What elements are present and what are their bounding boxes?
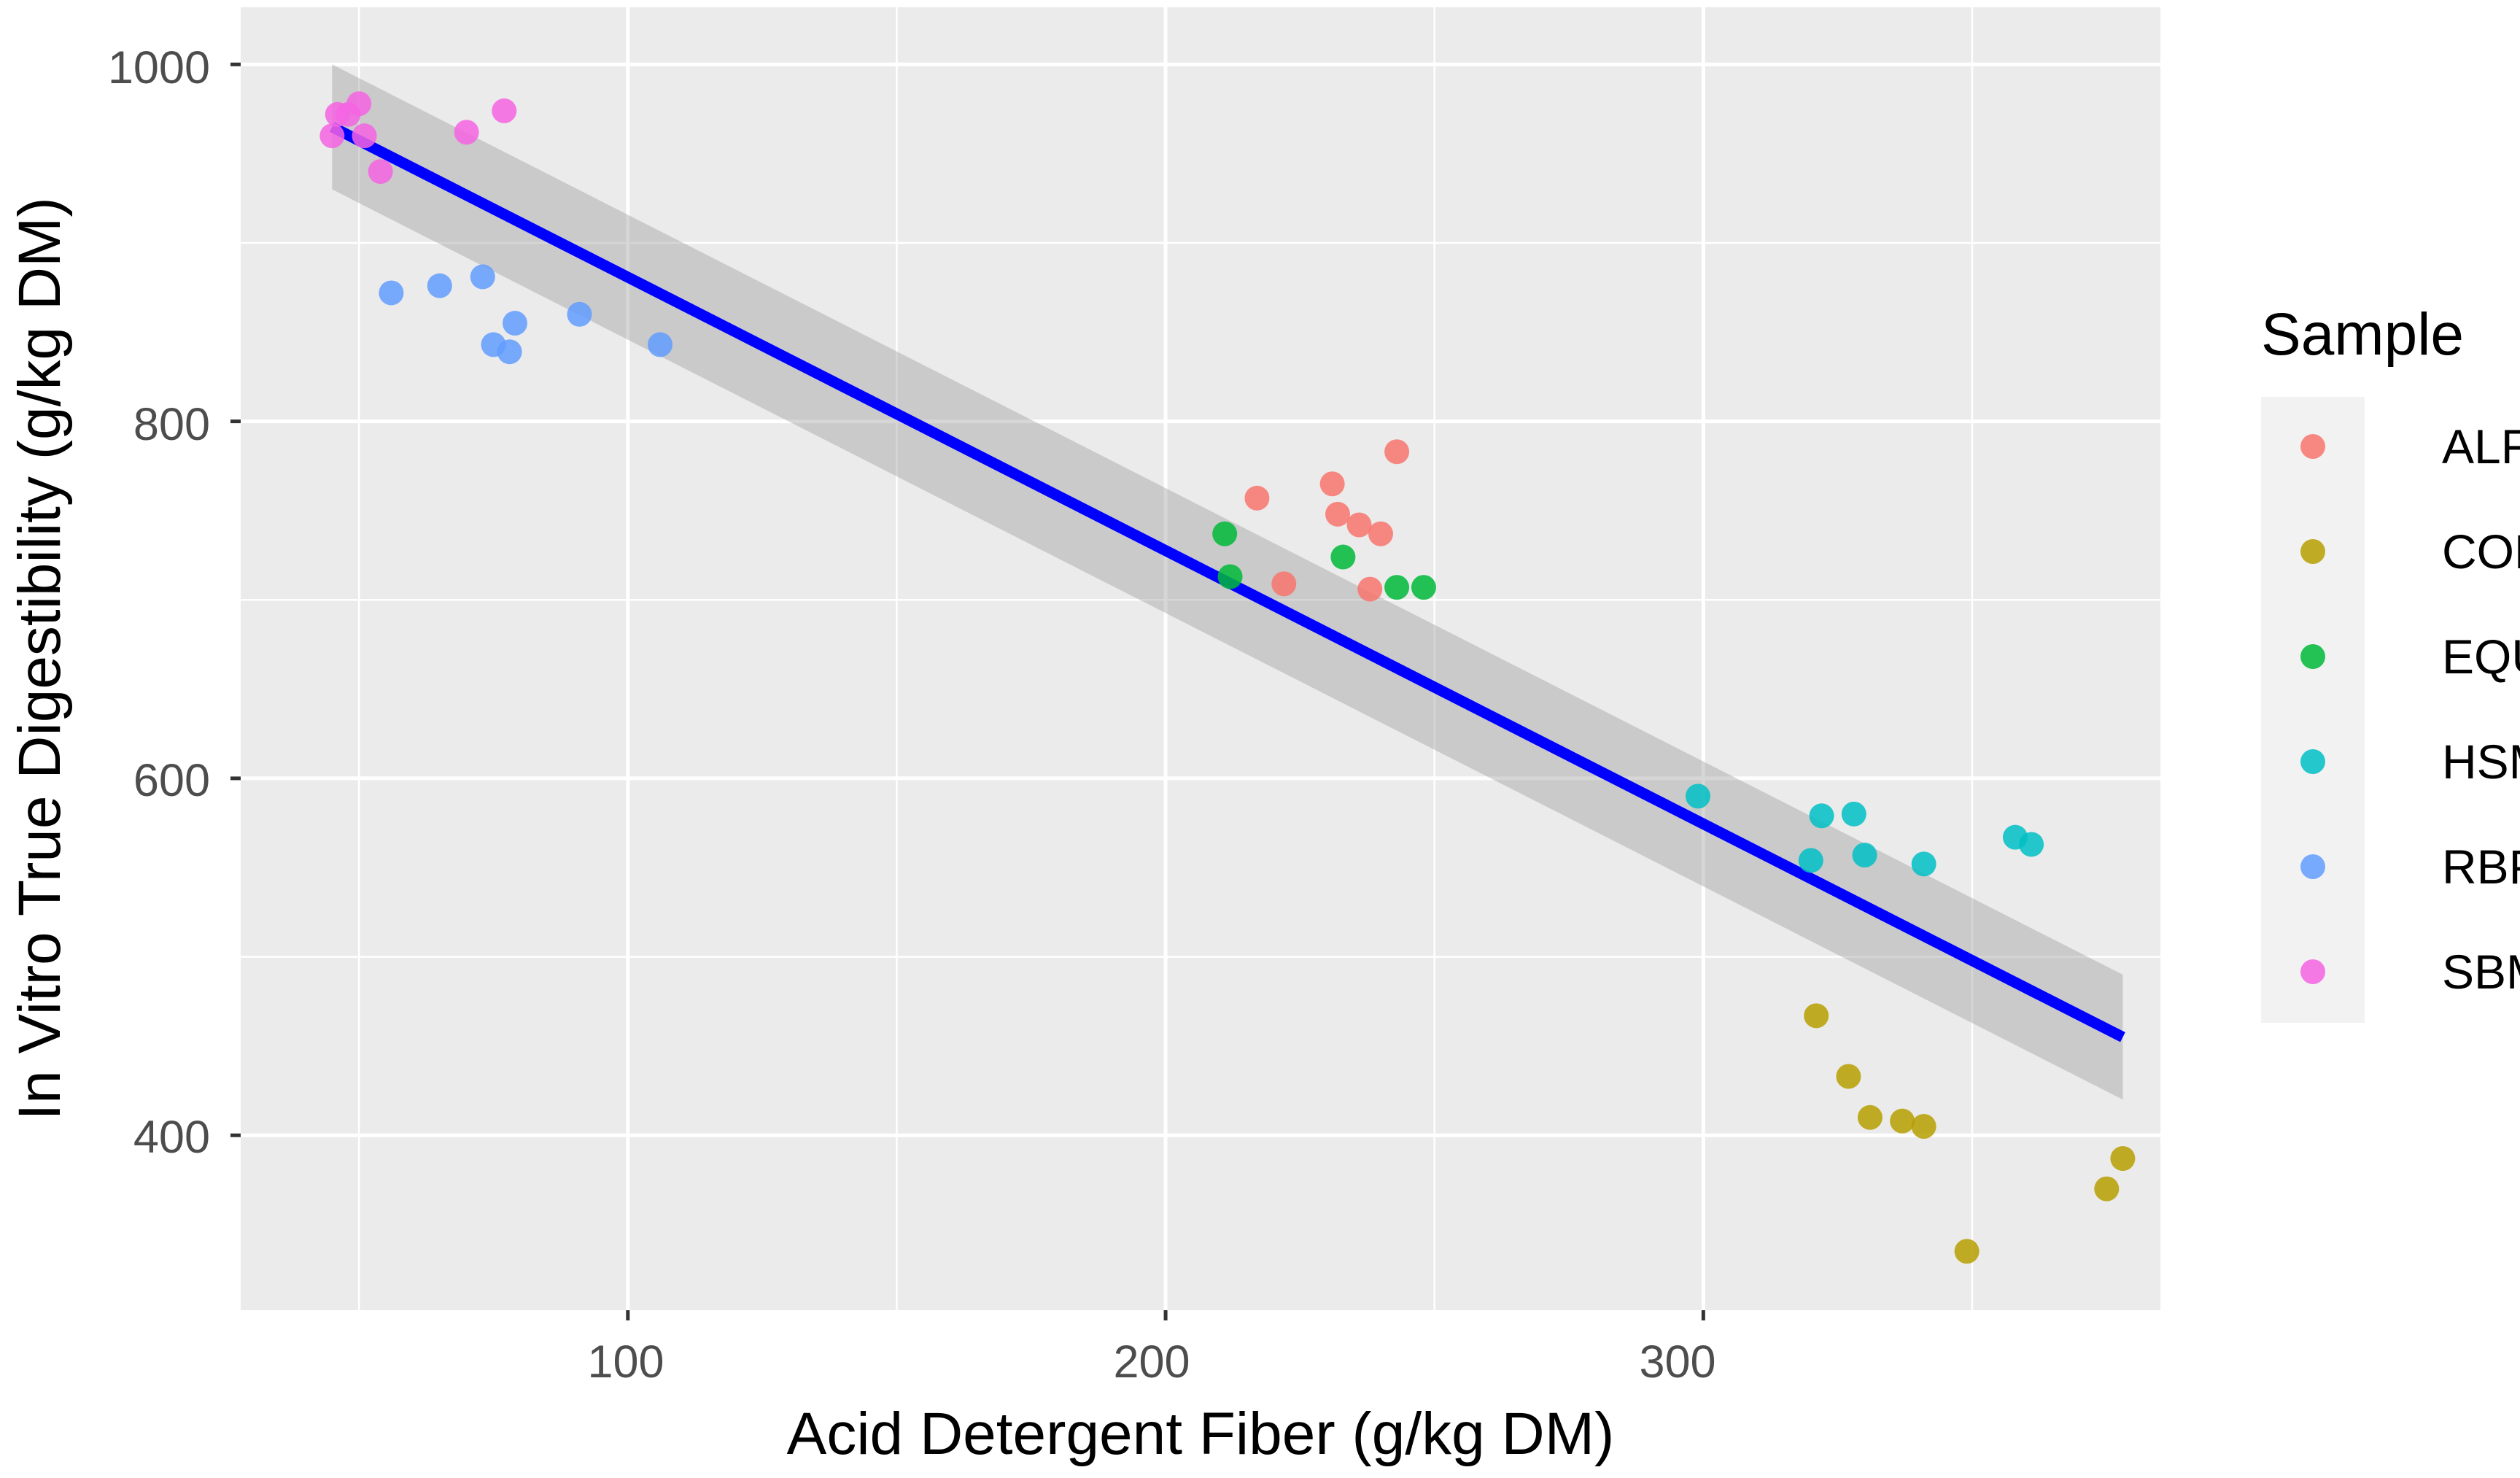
x-axis-title: Acid Detergent Fiber (g/kg DM)	[787, 1401, 1615, 1467]
data-point-equ	[1411, 575, 1436, 600]
data-point-rbp	[648, 332, 673, 357]
plot-panel	[241, 7, 2160, 1310]
legend-key-hsm	[2300, 749, 2325, 774]
legend-key-equ	[2300, 644, 2325, 669]
data-point-alf	[1325, 501, 1350, 527]
legend-label-alf: ALF	[2442, 419, 2520, 473]
data-point-sbm	[319, 123, 345, 149]
data-point-equ	[1212, 521, 1238, 546]
y-tick-label: 800	[133, 399, 210, 450]
legend-label-sbm: SBM	[2442, 945, 2520, 999]
legend-key-sbm	[2300, 959, 2325, 984]
x-tick-label: 100	[587, 1336, 664, 1388]
data-point-rbp	[427, 273, 452, 298]
legend-label-equ: EQU	[2442, 630, 2520, 684]
data-point-sbm	[352, 123, 377, 149]
data-point-rbp	[497, 339, 522, 365]
data-point-equ	[1384, 575, 1410, 600]
y-tick-marks	[230, 62, 241, 1137]
legend: Sample ALF COH EQU HSM RBP SBM	[2261, 301, 2520, 1023]
data-point-alf	[1346, 512, 1372, 538]
data-point-alf	[1368, 521, 1393, 546]
legend-label-rbp: RBP	[2442, 840, 2520, 894]
data-point-alf	[1319, 471, 1345, 497]
grid-minor	[241, 7, 2160, 1310]
data-point-alf	[1357, 576, 1383, 602]
legend-title: Sample	[2261, 301, 2464, 368]
legend-key-background	[2261, 397, 2365, 1023]
data-points	[319, 91, 2136, 1264]
legend-key-coh	[2300, 539, 2325, 564]
data-point-sbm	[346, 91, 372, 117]
data-point-equ	[1217, 564, 1243, 589]
data-point-hsm	[1852, 843, 1877, 868]
data-point-equ	[1330, 544, 1356, 570]
y-axis-title: In Vitro True Digestibility (g/kg DM)	[7, 197, 73, 1120]
data-point-coh	[1911, 1114, 1936, 1140]
x-tick-marks	[626, 1310, 1705, 1320]
data-point-coh	[2094, 1176, 2120, 1202]
data-point-sbm	[492, 98, 517, 123]
legend-items: ALF COH EQU HSM RBP SBM	[2300, 419, 2520, 999]
grid-major	[241, 7, 2160, 1310]
x-axis: 100 200 300 Acid Detergent Fiber (g/kg D…	[587, 1310, 1716, 1467]
data-point-sbm	[368, 159, 393, 185]
data-point-rbp	[470, 264, 495, 290]
data-point-alf	[1271, 571, 1297, 597]
data-point-alf	[1384, 439, 1410, 465]
data-point-coh	[1836, 1064, 1861, 1089]
data-point-sbm	[454, 120, 479, 145]
data-point-coh	[1804, 1003, 1829, 1029]
x-tick-label: 300	[1639, 1336, 1715, 1388]
y-tick-label: 1000	[108, 42, 210, 93]
data-point-alf	[1244, 485, 1270, 511]
data-point-hsm	[1685, 784, 1710, 809]
x-tick-label: 200	[1113, 1336, 1190, 1388]
data-point-coh	[2110, 1146, 2136, 1172]
legend-key-alf	[2300, 434, 2325, 459]
data-point-hsm	[1841, 801, 1866, 827]
data-point-hsm	[1911, 851, 1936, 877]
data-point-hsm	[2019, 832, 2044, 857]
y-tick-label: 400	[133, 1112, 210, 1163]
legend-key-rbp	[2300, 854, 2325, 879]
y-axis: 400 600 800 1000 In Vitro True Digestibi…	[7, 42, 241, 1163]
legend-label-hsm: HSM	[2442, 735, 2520, 789]
data-point-coh	[1857, 1104, 1883, 1130]
data-point-hsm	[1798, 848, 1823, 873]
data-point-coh	[1954, 1239, 1980, 1264]
data-point-rbp	[503, 311, 527, 336]
y-tick-label: 600	[133, 755, 210, 806]
data-point-rbp	[567, 301, 592, 327]
legend-label-coh: COH	[2442, 525, 2520, 579]
data-point-hsm	[1809, 803, 1834, 829]
plot-background	[241, 7, 2160, 1310]
data-point-coh	[1890, 1108, 1915, 1134]
data-point-rbp	[379, 280, 404, 306]
